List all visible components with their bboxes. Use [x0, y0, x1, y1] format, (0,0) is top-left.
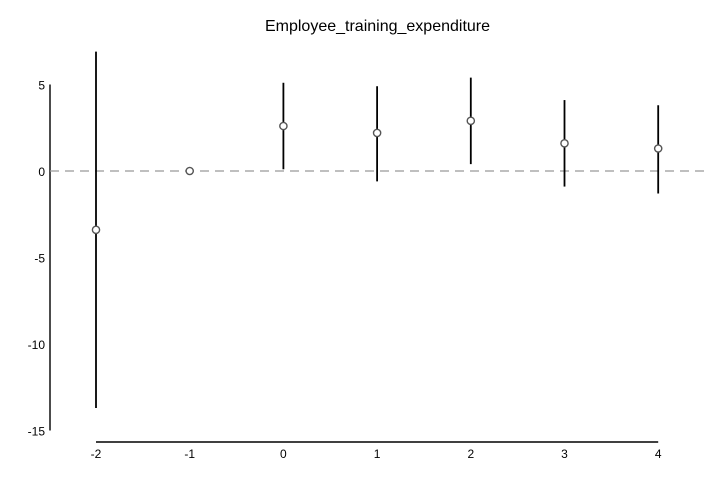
- x-tick-label: -2: [91, 447, 102, 461]
- point-estimate-marker: [653, 144, 663, 153]
- axes: 50-5-10-15-2 -1 0 1 2 3 4: [28, 79, 708, 461]
- point-estimate-marker: [279, 121, 288, 131]
- y-tick-label: -5: [34, 252, 45, 266]
- point-estimate-marker: [91, 225, 101, 235]
- x-tick-label: 4: [655, 447, 662, 461]
- y-tick-label: 0: [38, 165, 45, 179]
- x-tick-label: 1: [374, 447, 381, 461]
- y-tick-label: -15: [28, 425, 46, 439]
- x-tick-label: 3: [561, 447, 568, 461]
- point-estimate-marker: [560, 139, 569, 148]
- plot-marks: [91, 51, 663, 409]
- point-estimate-marker: [185, 166, 194, 176]
- x-tick-label: -1: [184, 447, 195, 461]
- point-estimate-marker: [372, 128, 382, 138]
- y-tick-label: 5: [38, 79, 45, 93]
- point-estimate-marker: [466, 116, 476, 126]
- x-tick-label: 2: [467, 447, 474, 461]
- x-tick-label: 0: [280, 447, 287, 461]
- y-tick-label: -10: [28, 338, 46, 352]
- chart-title: Employee_training_expenditure: [264, 18, 491, 35]
